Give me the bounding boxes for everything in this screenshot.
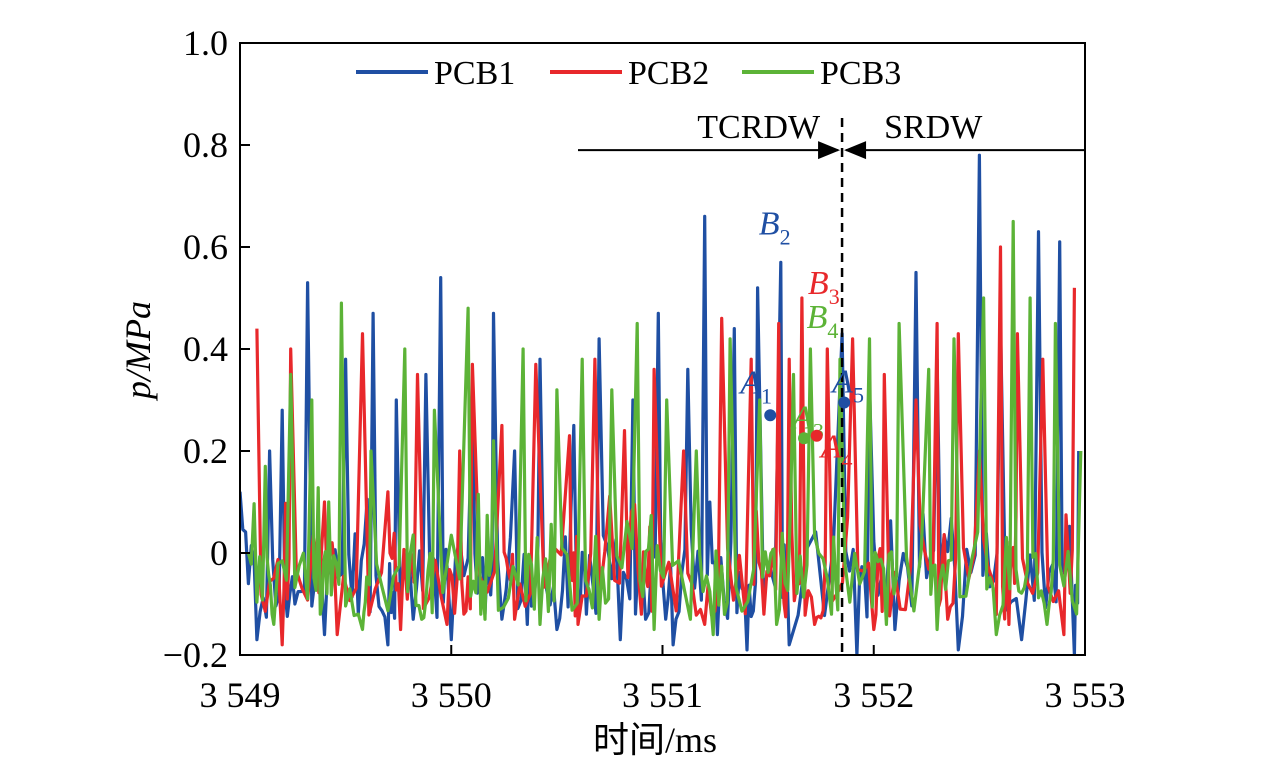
marker-label-a1: A1 — [738, 364, 772, 408]
y-tick-label: −0.2 — [163, 635, 228, 675]
x-tick-label: 3 551 — [622, 675, 703, 715]
x-tick-label: 3 552 — [833, 675, 914, 715]
x-tick-label: 3 553 — [1045, 675, 1126, 715]
legend-label-pcb1: PCB1 — [434, 55, 515, 92]
region-arrowhead-srdw — [844, 141, 867, 160]
ticks: 3 549 3 550 3 551 3 552 3 553 −0.2 0 0.2 0.4 0.6 0… — [163, 23, 1126, 715]
x-tick-label: 3 549 — [200, 675, 281, 715]
peak-label-b2: B2 — [759, 205, 791, 249]
y-tick-label: 0.8 — [183, 125, 228, 165]
x-axis-title: 时间/ms — [593, 720, 717, 760]
peak-label-b4: B4 — [807, 299, 839, 343]
marker-dot-a1 — [764, 409, 777, 422]
y-axis-title: p/MPa — [118, 301, 158, 402]
marker-annotations: A1A3A4A5B2B3B4 — [738, 205, 864, 472]
region-label-srdw: SRDW — [884, 109, 983, 146]
y-tick-label: 1.0 — [183, 23, 228, 63]
legend-label-pcb3: PCB3 — [820, 55, 901, 92]
marker-label-a4: A4 — [819, 429, 853, 473]
series-layer — [240, 153, 1083, 655]
peak-label-b3: B3 — [808, 265, 840, 309]
marker-dot-a4 — [810, 429, 823, 442]
region-annotations: TCRDW SRDW — [578, 109, 1085, 655]
y-tick-label: 0.2 — [183, 431, 228, 471]
x-tick-label: 3 550 — [411, 675, 492, 715]
y-tick-label: 0.4 — [183, 329, 228, 369]
legend-label-pcb2: PCB2 — [628, 55, 709, 92]
y-tick-label: 0.6 — [183, 227, 228, 267]
marker-dot-a5 — [838, 396, 851, 409]
y-tick-label: 0 — [210, 533, 228, 573]
region-arrowhead-tcrdw — [818, 141, 841, 160]
series-line-pcb2 — [255, 245, 1076, 647]
marker-label-a5: A5 — [830, 364, 864, 408]
legend: PCB1 PCB2 PCB3 — [356, 55, 901, 92]
series-line-pcb3 — [246, 219, 1083, 637]
marker-dot-a3 — [798, 432, 811, 445]
region-label-tcrdw: TCRDW — [697, 109, 821, 146]
